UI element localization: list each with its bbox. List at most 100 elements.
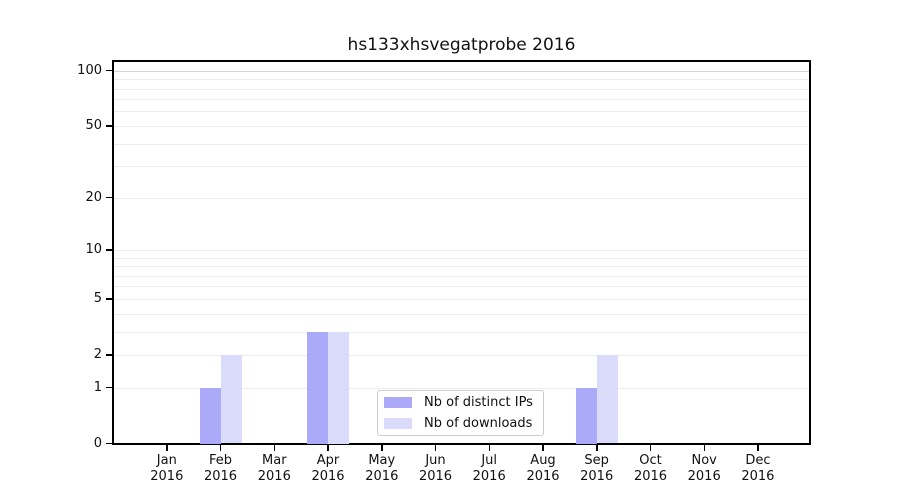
gridline-80 <box>114 88 809 90</box>
gridline-8 <box>114 266 809 267</box>
gridline-10 <box>114 249 809 251</box>
year-label: 2016 <box>687 469 721 484</box>
x-tick-label-jul: Jul 2016 <box>457 453 521 485</box>
gridline-30 <box>114 166 809 168</box>
y-tick-50 <box>106 125 114 127</box>
year-label: 2016 <box>203 469 238 484</box>
year-label: 2016 <box>418 469 453 484</box>
x-tick-label-dec: Dec 2016 <box>726 453 790 485</box>
bar-apr-distinct-ips <box>307 331 328 444</box>
year-label: 2016 <box>472 469 506 484</box>
legend-swatch-distinct-ips <box>384 397 412 408</box>
x-tick-label-jan: Jan 2016 <box>135 453 199 485</box>
month-label: Apr <box>316 453 340 468</box>
year-label: 2016 <box>257 469 291 484</box>
gridline-50 <box>114 125 809 127</box>
year-label: 2016 <box>365 469 399 484</box>
month-label: Jan <box>156 453 177 468</box>
gridline-4 <box>114 313 809 315</box>
y-tick-0 <box>106 442 114 445</box>
gridline-1 <box>114 387 809 389</box>
y-tick-2 <box>106 354 114 356</box>
gridline-6 <box>114 286 809 288</box>
y-tick-100 <box>106 69 114 72</box>
x-tick-jun <box>434 445 437 451</box>
gridline-90 <box>114 79 809 81</box>
x-tick-label-nov: Nov 2016 <box>672 453 736 485</box>
month-label: May <box>368 453 396 468</box>
legend-item-downloads: Nb of downloads <box>384 415 535 431</box>
plot-border-top <box>112 60 811 62</box>
gridline-5 <box>114 298 809 300</box>
x-tick-label-oct: Oct 2016 <box>619 453 683 485</box>
x-axis-line <box>112 443 811 445</box>
legend-item-distinct-ips: Nb of distinct IPs <box>384 394 535 410</box>
month-label: Aug <box>530 453 556 468</box>
x-tick-jan <box>166 445 168 451</box>
legend-label-distinct-ips: Nb of distinct IPs <box>424 394 533 410</box>
y-tick-20 <box>106 196 114 199</box>
gridline-60 <box>114 111 809 113</box>
bar-sep-distinct-ips <box>575 387 597 444</box>
month-label: Oct <box>639 453 662 468</box>
x-tick-feb <box>219 445 222 451</box>
year-label: 2016 <box>311 469 345 484</box>
y-tick-label-5: 5 <box>93 290 102 306</box>
gridline-3 <box>114 331 809 333</box>
chart-title: hs133xhsvegatprobe 2016 <box>347 35 576 55</box>
y-tick-label-10: 10 <box>85 241 102 257</box>
y-tick-label-2: 2 <box>93 346 102 362</box>
x-tick-label-feb: Feb 2016 <box>189 453 253 485</box>
gridline-9 <box>114 257 809 259</box>
year-label: 2016 <box>633 469 668 484</box>
y-tick-5 <box>106 298 114 300</box>
x-tick-label-jun: Jun 2016 <box>404 453 468 485</box>
month-label: Nov <box>691 453 717 468</box>
year-label: 2016 <box>150 469 184 484</box>
gridline-70 <box>114 99 809 101</box>
y-tick-label-20: 20 <box>85 189 102 205</box>
year-label: 2016 <box>741 469 775 484</box>
gridline-100 <box>114 70 809 72</box>
legend: Nb of distinct IPs Nb of downloads <box>377 390 544 436</box>
x-tick-nov <box>703 445 705 451</box>
plot-border-right <box>809 60 811 445</box>
y-tick-label-0: 0 <box>93 435 102 451</box>
legend-label-downloads: Nb of downloads <box>424 415 533 431</box>
x-tick-may <box>381 445 383 451</box>
y-tick-10 <box>106 249 114 251</box>
y-tick-label-50: 50 <box>85 117 102 133</box>
x-tick-dec <box>757 445 759 451</box>
bar-feb-distinct-ips <box>199 387 221 444</box>
y-tick-1 <box>106 386 114 389</box>
x-tick-oct <box>649 445 652 451</box>
month-label: Dec <box>745 453 771 468</box>
y-tick-label-100: 100 <box>77 62 102 78</box>
y-axis-line <box>112 60 114 445</box>
x-tick-mar <box>273 445 275 451</box>
month-label: Jul <box>481 453 498 468</box>
x-tick-label-sep: Sep 2016 <box>565 453 629 485</box>
month-label: Sep <box>584 453 609 468</box>
x-tick-label-apr: Apr 2016 <box>296 453 360 485</box>
bar-feb-downloads <box>220 354 242 444</box>
y-tick-label-1: 1 <box>93 379 102 395</box>
month-label: Mar <box>262 453 287 468</box>
gridline-7 <box>114 275 809 277</box>
x-tick-jul <box>488 445 490 451</box>
x-tick-label-aug: Aug 2016 <box>511 453 575 485</box>
x-tick-label-mar: Mar 2016 <box>242 453 306 485</box>
x-tick-label-may: May 2016 <box>350 453 414 485</box>
x-tick-sep <box>596 445 598 451</box>
gridline-2 <box>114 354 809 356</box>
x-tick-aug <box>542 445 544 451</box>
x-tick-apr <box>327 445 329 451</box>
bar-apr-downloads <box>328 331 349 444</box>
bar-sep-downloads <box>596 354 618 444</box>
gridline-40 <box>114 143 809 145</box>
month-label: Jun <box>425 453 446 468</box>
month-label: Feb <box>208 453 233 468</box>
year-label: 2016 <box>526 469 560 484</box>
gridline-20 <box>114 197 809 199</box>
